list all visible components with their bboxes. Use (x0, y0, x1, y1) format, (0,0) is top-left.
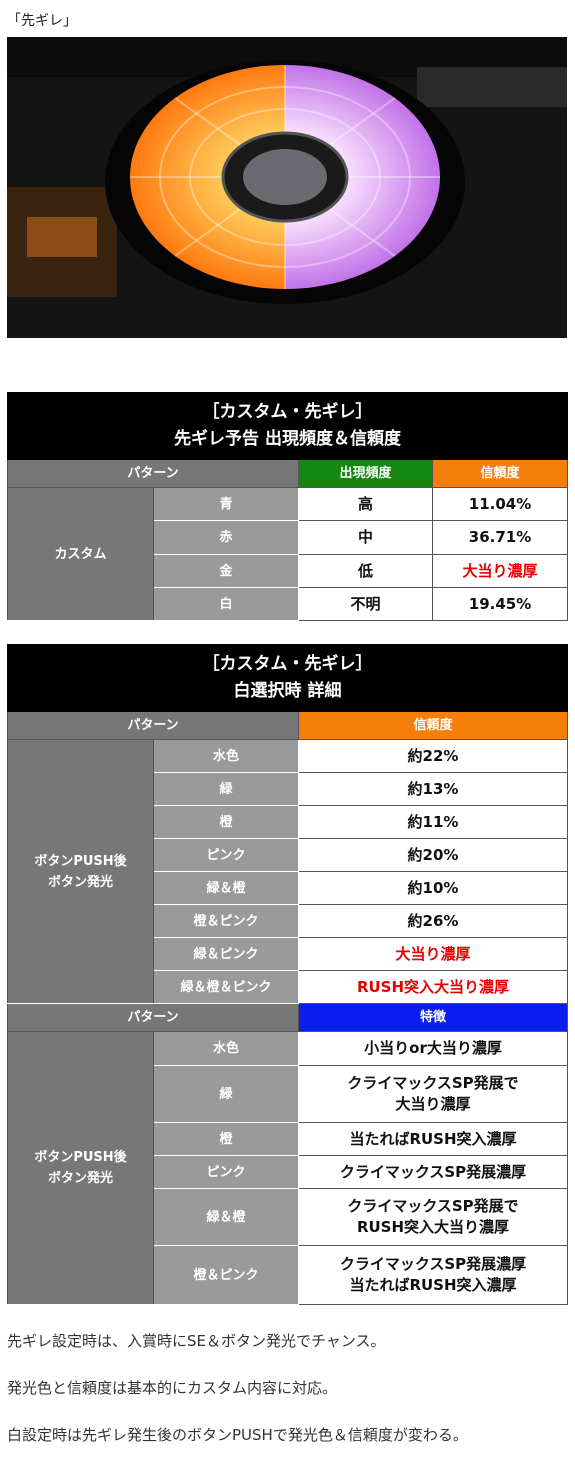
paragraph: 白設定時は先ギレ発生後のボタンPUSHで発光色＆信頼度が変わる。 (7, 1426, 468, 1444)
pattern: 橙＆ピンク (153, 904, 299, 938)
value-cell: 大当り濃厚 (431, 554, 569, 588)
row: 緑クライマックスSP発展で 大当り濃厚 (8, 1065, 568, 1123)
value-cell: 19.45% (431, 587, 569, 621)
paragraph: 先ギレ設定時は、入賞時にSE＆ボタン発光でチャンス。 (7, 1332, 386, 1350)
pattern: ピンク (153, 1155, 299, 1189)
row: 橙当たればRUSH突入濃厚 (8, 1122, 568, 1156)
column-header: パターン (7, 459, 299, 488)
value-cell: クライマックスSP発展で 大当り濃厚 (298, 1065, 568, 1123)
pattern: 緑＆橙 (153, 871, 299, 905)
value-cell: 大当り濃厚 (298, 937, 568, 971)
pattern: 橙 (153, 1122, 299, 1156)
value-cell: 約22% (298, 739, 568, 773)
pattern: 赤 (153, 520, 299, 555)
title-row: ［カスタム・先ギレ］ 先ギレ予告 出現頻度＆信頼度 (6, 392, 569, 460)
value-cell: 約20% (298, 838, 568, 872)
pattern: 橙＆ピンク (153, 1245, 299, 1305)
title-row: ［カスタム・先ギレ］ 白選択時 詳細 (7, 644, 568, 712)
pattern: 緑 (153, 1065, 299, 1123)
table: ［カスタム・先ギレ］ 先ギレ予告 出現頻度＆信頼度 パターン 出現頻度 信頼度 カスタム青… (6, 392, 569, 621)
caption: 「先ギレ」 (7, 13, 77, 29)
value-cell: クライマックスSP発展で RUSH突入大当り濃厚 (298, 1188, 568, 1246)
row: 緑＆ピンク 大当り濃厚 (8, 937, 568, 971)
pattern: 緑＆橙＆ピンク (153, 970, 299, 1004)
title-line: ［カスタム・先ギレ］ (202, 402, 373, 422)
value-cell: RUSH突入大当り濃厚 (298, 970, 568, 1004)
row: 緑＆橙 約10% (8, 871, 568, 905)
row: 白不明 19.45% (8, 587, 569, 621)
value-cell: 当たればRUSH突入濃厚 (298, 1122, 568, 1156)
table: ［カスタム・先ギレ］ 白選択時 詳細 パターン 信頼度 ボタンPUSH後 ボタン発光 水色… (7, 644, 568, 1305)
value-cell: クライマックスSP発展濃厚 (298, 1155, 568, 1189)
column-header: 信頼度 (298, 711, 568, 740)
table-title: ［カスタム・先ギレ］ 白選択時 詳細 (7, 644, 568, 712)
pattern: 水色 (153, 1031, 299, 1066)
group-label: ボタンPUSH後 ボタン発光 (7, 1031, 154, 1305)
column-header: 出現頻度 (298, 459, 433, 488)
row: ピンク クライマックスSP発展濃厚 (8, 1155, 568, 1189)
value-cell: 小当りor大当り濃厚 (298, 1031, 568, 1066)
row: 橙＆ピンク 約26% (8, 904, 568, 938)
row: ピンク 約20% (8, 838, 568, 872)
pattern: ピンク (153, 838, 299, 872)
pattern: 金 (153, 554, 299, 588)
header-row: パターン 信頼度 (7, 711, 568, 740)
value-cell: クライマックスSP発展濃厚 当たればRUSH突入濃厚 (298, 1245, 568, 1305)
value-cell: 低 (298, 554, 433, 588)
row: 赤中 36.71% (8, 520, 569, 555)
value-cell: 約26% (298, 904, 568, 938)
row: 緑約13% (8, 772, 568, 806)
row: カスタム青高 11.04% (7, 487, 569, 621)
row: ボタンPUSH後 ボタン発光 水色 約22% (7, 739, 568, 1004)
value-cell: 不明 (298, 587, 433, 621)
title-line: 白選択時 詳細 (233, 681, 342, 701)
pattern: 橙 (153, 805, 299, 839)
value-cell: 中 (298, 520, 433, 555)
value-cell: 約13% (298, 772, 568, 806)
header-row: パターン 出現頻度 信頼度 (7, 459, 569, 488)
row: 緑＆橙＆ピンク RUSH突入大当り濃厚 (8, 970, 568, 1004)
pattern: 青 (153, 487, 299, 521)
group-label: ボタンPUSH後 ボタン発光 (7, 739, 154, 1004)
pattern: 緑 (153, 772, 299, 806)
pattern: 緑＆橙 (153, 1188, 299, 1246)
row: ボタンPUSH後 ボタン発光 水色 小当りor大当り濃厚 (7, 1031, 568, 1305)
pattern: 白 (153, 587, 299, 621)
row: 橙＆ピンク クライマックスSP発展濃厚 当たればRUSH突入濃厚 (8, 1245, 568, 1305)
row: 緑＆橙 クライマックスSP発展で RUSH突入大当り濃厚 (8, 1188, 568, 1246)
column-header: パターン (7, 711, 299, 740)
pattern: 緑＆ピンク (153, 937, 299, 971)
row: 金低大当り濃厚 (8, 554, 569, 588)
group-label: カスタム (7, 487, 154, 621)
paragraph: 発光色と信頼度は基本的にカスタム内容に対応。 (7, 1379, 338, 1397)
column-header: 特徴 (298, 1003, 568, 1032)
column-header: パターン (7, 1003, 299, 1032)
value-cell: 11.04% (431, 487, 569, 521)
value-cell: 高 (298, 487, 433, 521)
value-cell: 36.71% (431, 520, 569, 555)
photo (7, 37, 567, 338)
title-line: ［カスタム・先ギレ］ (202, 654, 373, 674)
table-title: ［カスタム・先ギレ］ 先ギレ予告 出現頻度＆信頼度 (6, 392, 569, 460)
title-line: 先ギレ予告 出現頻度＆信頼度 (174, 429, 401, 449)
pattern: 水色 (153, 739, 299, 773)
row: 橙約11% (8, 805, 568, 839)
header-row: パターン 特徴 (7, 1003, 568, 1032)
value-cell: 約10% (298, 871, 568, 905)
column-header: 信頼度 (431, 459, 569, 488)
value-cell: 約11% (298, 805, 568, 839)
